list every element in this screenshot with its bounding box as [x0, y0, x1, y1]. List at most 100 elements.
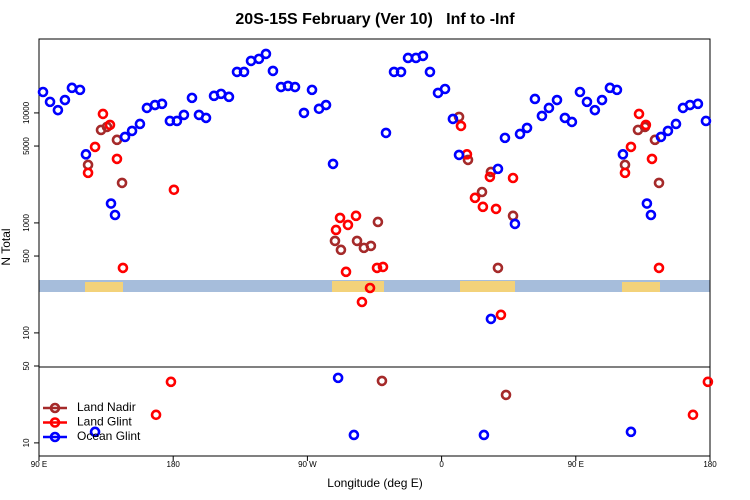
x-tick-label: 90 E [31, 460, 47, 469]
point [89, 426, 101, 438]
point [80, 149, 92, 160]
point [116, 177, 128, 189]
point [150, 409, 162, 421]
y-tick-label: 50 [22, 361, 31, 370]
point [529, 93, 541, 105]
point [44, 96, 56, 108]
point [495, 309, 507, 321]
point [380, 127, 392, 139]
point [156, 98, 168, 110]
legend-label: Land Nadir [77, 400, 136, 414]
y-tick-label: 10000 [22, 101, 31, 124]
land-strip [85, 282, 123, 292]
point [500, 389, 512, 401]
chart-title: 20S-15S February (Ver 10) Inf to -Inf [235, 11, 515, 28]
point [330, 224, 342, 236]
point [327, 158, 339, 170]
point [365, 240, 377, 252]
y-tick-label: 1000 [22, 213, 31, 231]
point [238, 66, 250, 78]
point [329, 235, 341, 247]
point [596, 94, 608, 106]
x-tick-label: 180 [703, 460, 717, 469]
point [653, 262, 665, 274]
y-tick-label: 500 [22, 249, 31, 263]
point [109, 209, 121, 221]
point [633, 108, 645, 120]
point [111, 153, 123, 165]
land-strip [460, 281, 515, 292]
point [646, 153, 658, 165]
y-tick-label: 100 [22, 326, 31, 340]
point [462, 154, 474, 166]
point [342, 219, 354, 231]
y-tick-label: 5000 [22, 137, 31, 155]
series [82, 111, 665, 401]
point [371, 262, 383, 274]
point [619, 167, 631, 179]
point [134, 118, 146, 130]
y-tick-label: 10 [22, 438, 31, 447]
point [335, 244, 347, 256]
point [424, 66, 436, 78]
point [514, 128, 526, 140]
point [165, 376, 177, 388]
y-axis-label: N Total [0, 228, 13, 265]
point [372, 216, 384, 228]
point [453, 149, 465, 161]
point [351, 235, 363, 247]
point [332, 372, 344, 384]
x-tick-label: 90 E [568, 460, 584, 469]
point [492, 262, 504, 274]
point [662, 125, 674, 137]
point [521, 122, 533, 134]
point [469, 192, 481, 204]
point [350, 210, 362, 222]
point [581, 96, 593, 108]
point [178, 109, 190, 121]
point [320, 99, 332, 111]
point [574, 86, 586, 98]
x-tick-label: 90 W [298, 460, 317, 469]
point [105, 198, 117, 209]
point [89, 141, 101, 153]
point [611, 84, 623, 96]
series [82, 108, 714, 421]
point [566, 116, 578, 128]
legend-marker [49, 431, 61, 443]
point [477, 201, 489, 213]
point [260, 48, 272, 60]
point [364, 282, 376, 294]
point [417, 50, 429, 62]
point [536, 110, 548, 122]
point [509, 218, 521, 230]
legend-marker [49, 417, 61, 428]
point [687, 409, 699, 421]
point [655, 131, 667, 143]
point [348, 429, 360, 441]
x-tick-label: 180 [167, 460, 181, 469]
point [499, 132, 511, 144]
point [253, 53, 265, 65]
point [340, 266, 352, 278]
point [702, 376, 714, 388]
point [66, 82, 78, 94]
point [223, 91, 235, 103]
point [298, 107, 310, 119]
point [52, 104, 64, 116]
point [543, 102, 555, 114]
point [645, 209, 657, 221]
point [59, 94, 71, 106]
point [484, 171, 496, 183]
point [376, 375, 388, 387]
point [700, 115, 712, 127]
point [439, 83, 451, 95]
point [171, 115, 183, 127]
point [641, 198, 653, 209]
x-axis-label: Longitude (deg E) [327, 476, 422, 490]
point [306, 84, 318, 96]
point [117, 262, 129, 274]
x-tick-label: 0 [439, 460, 444, 469]
point [119, 131, 131, 143]
